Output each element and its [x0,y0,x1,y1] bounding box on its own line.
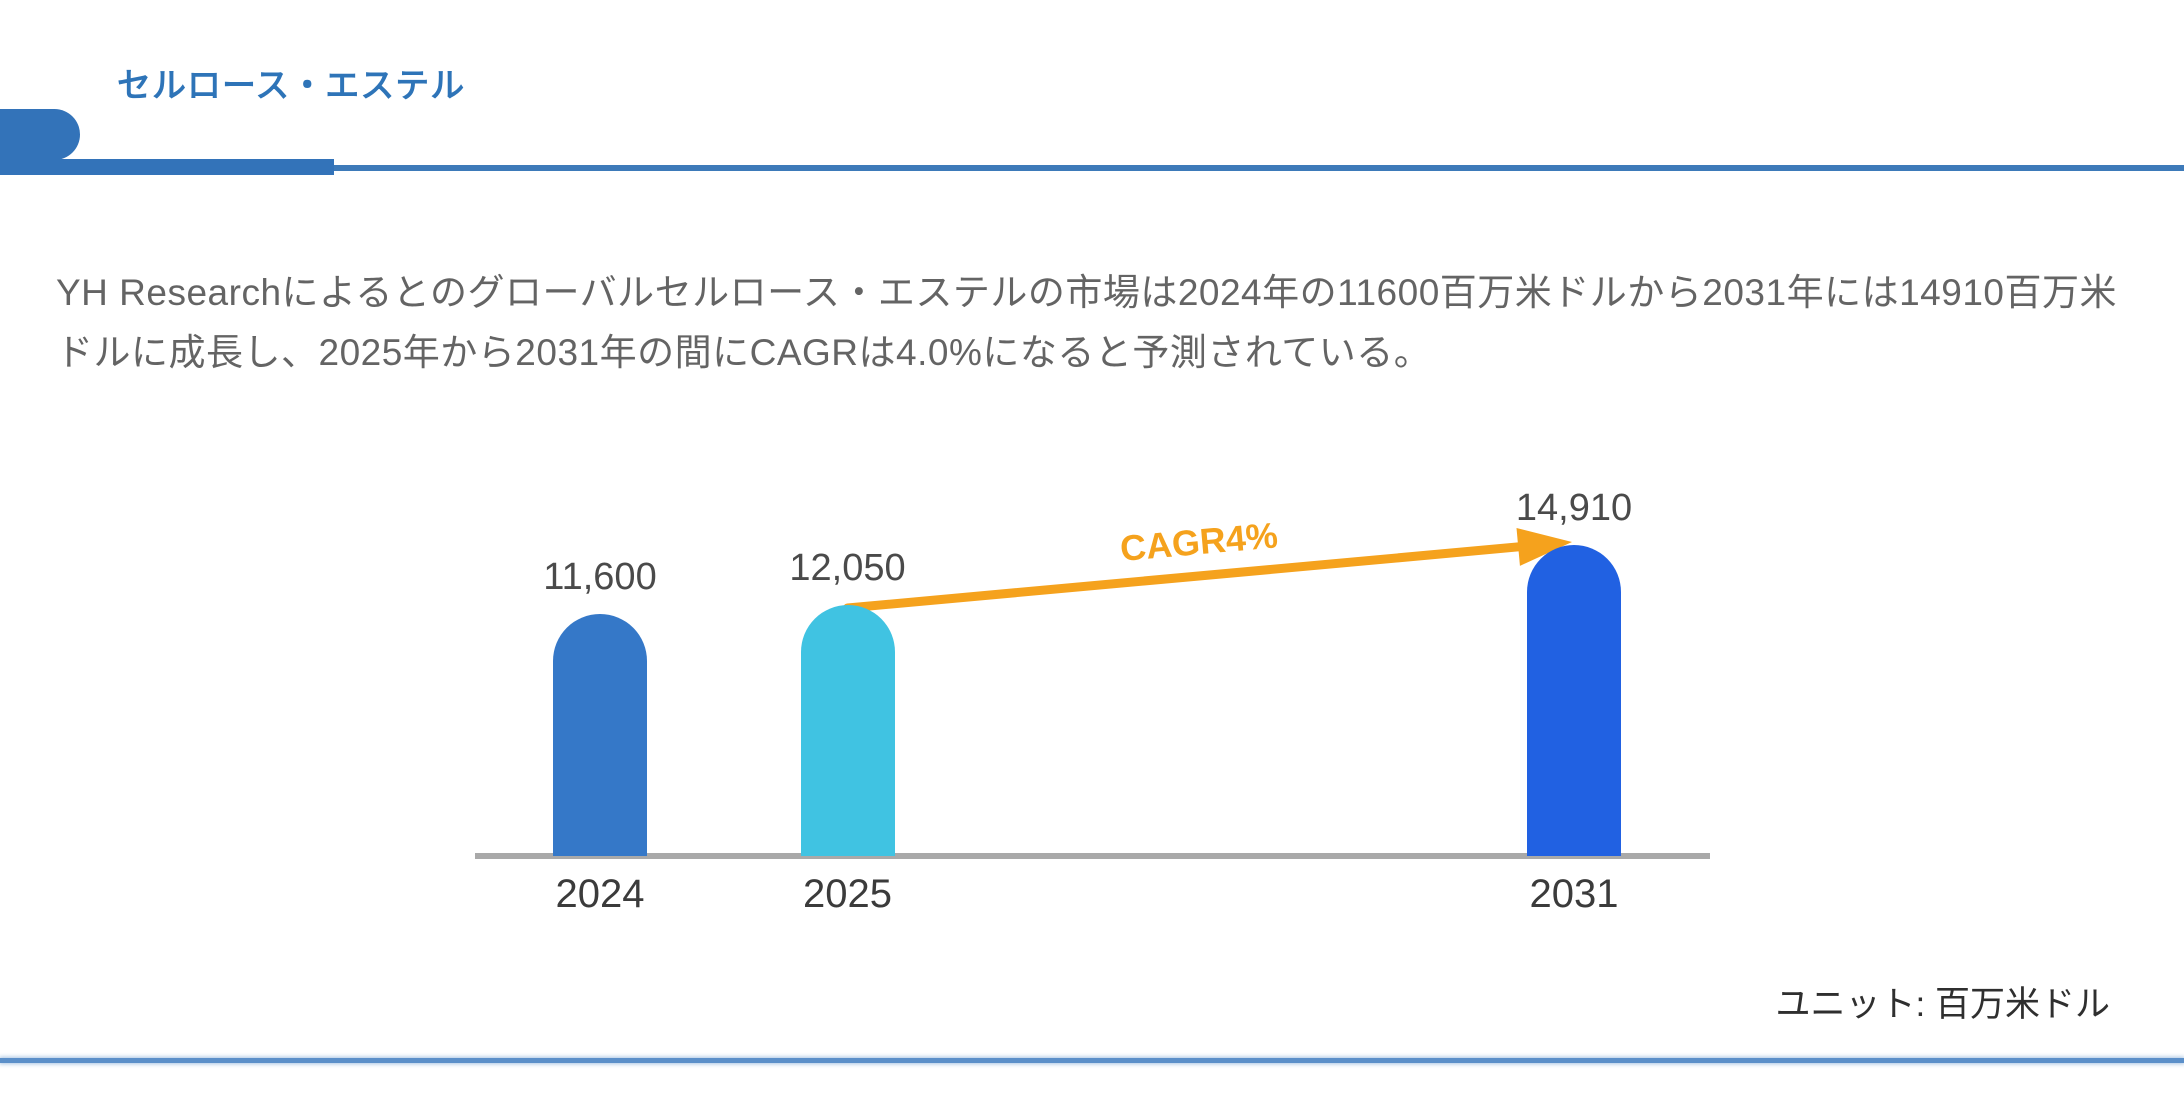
x-axis-label: 2025 [803,872,892,916]
cagr-annotation: CAGR4% [1118,514,1280,570]
unit-label: ユニット: 百万米ドル [1775,985,2110,1024]
title-accent-pill [0,109,80,160]
x-axis-label: 2031 [1529,872,1619,916]
bar-value-label: 12,050 [789,547,906,589]
bar-2024 [553,614,647,856]
market-summary-text: YH Researchによるとのグローバルセルロース・エステルの市場は2024年… [56,272,2117,373]
page-title: セルロース・エステル [117,67,466,105]
bottom-divider [0,1058,2184,1063]
x-axis-line [475,853,1710,859]
title-underline-thin [334,165,2184,171]
title-underline-thick [0,159,334,175]
bar-2025 [800,605,895,856]
x-axis-label: 2024 [555,872,645,916]
bar-value-label: 11,600 [543,556,657,598]
bar-2031 [1527,545,1621,856]
bar-value-label: 14,910 [1515,487,1633,529]
